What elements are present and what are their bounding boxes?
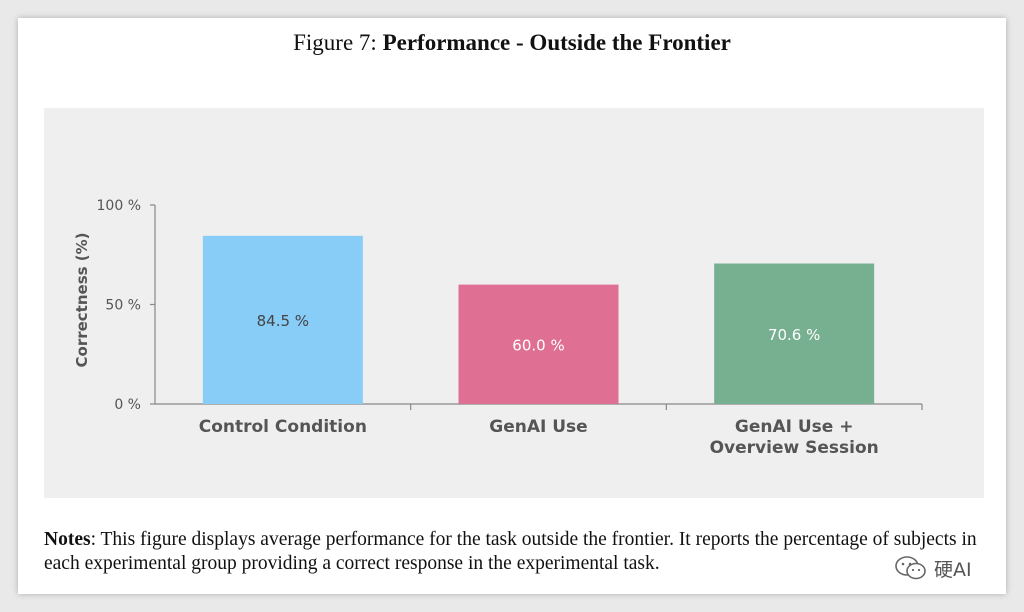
watermark-text: 硬AI <box>934 558 972 581</box>
notes-text: : This figure displays average performan… <box>44 529 977 574</box>
x-category-label: Overview Session <box>710 438 879 458</box>
bar-value-label: 70.6 % <box>768 326 820 344</box>
y-tick-label: 100 % <box>97 198 141 214</box>
y-tick-label: 0 % <box>114 397 141 413</box>
figure-label: Figure 7: <box>293 30 377 55</box>
y-axis-label: Correctness (%) <box>73 232 91 367</box>
bar-value-label: 84.5 % <box>257 312 309 330</box>
x-category-label: GenAI Use + <box>735 417 854 437</box>
bar <box>458 284 619 404</box>
bar <box>202 235 363 404</box>
x-category-label: Control Condition <box>199 417 367 437</box>
notes-label: Notes <box>44 529 91 550</box>
notes-paragraph: Notes: This figure displays average perf… <box>44 528 994 576</box>
wechat-icon <box>895 556 926 580</box>
bar-value-label: 60.0 % <box>512 336 564 354</box>
watermark: 硬AI <box>894 553 972 583</box>
y-tick-label: 50 % <box>105 298 141 314</box>
bar <box>714 263 875 404</box>
figure-title-text: Performance - Outside the Frontier <box>382 30 731 55</box>
x-category-label: GenAI Use <box>489 417 587 437</box>
figure-title: Figure 7: Performance - Outside the Fron… <box>0 30 1024 56</box>
